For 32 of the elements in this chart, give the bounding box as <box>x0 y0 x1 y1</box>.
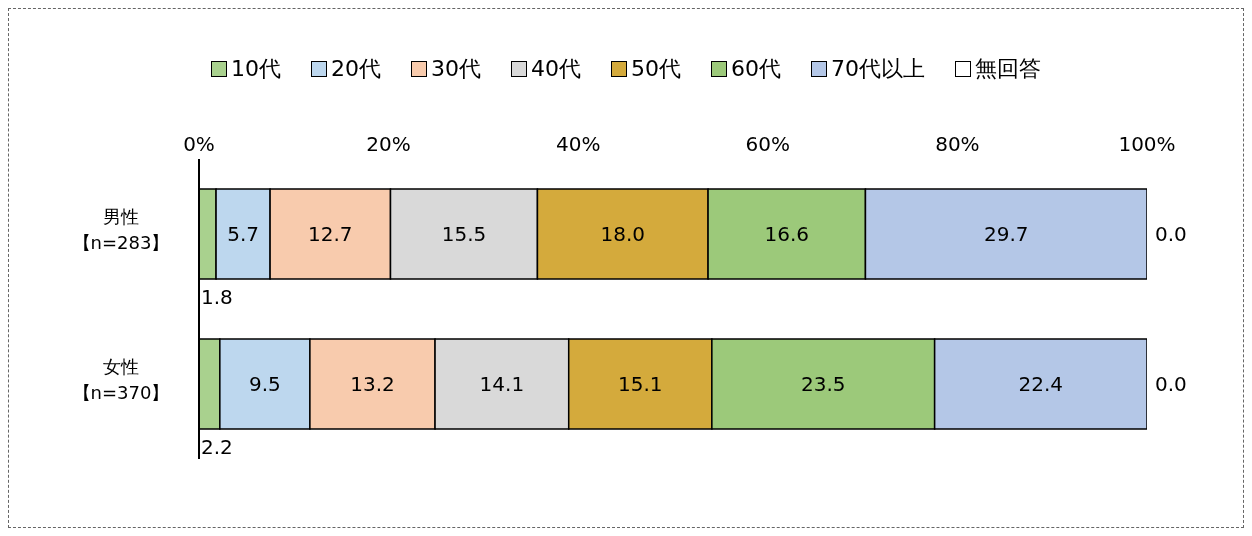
y-tick-label: 女性【n=370】 <box>71 355 171 405</box>
data-label: 14.1 <box>479 372 525 396</box>
data-label: 12.7 <box>308 222 353 246</box>
legend-label: 60代 <box>731 55 781 83</box>
data-label: 13.2 <box>350 372 395 396</box>
x-tick-label: 0% <box>183 132 215 156</box>
data-label: 29.7 <box>983 222 1029 246</box>
legend-label: 10代 <box>231 55 281 83</box>
x-tick-label: 60% <box>745 132 791 156</box>
data-label: 1.8 <box>201 285 233 309</box>
data-label: 9.5 <box>248 372 281 396</box>
data-label: 16.6 <box>764 222 810 246</box>
data-label: 2.2 <box>201 435 233 459</box>
data-label: 15.1 <box>618 372 663 396</box>
data-label: 22.4 <box>1018 372 1064 396</box>
legend-label: 40代 <box>531 55 581 83</box>
x-tick-label: 40% <box>555 132 601 156</box>
data-label: 5.7 <box>227 222 259 246</box>
data-label: 23.5 <box>800 372 846 396</box>
data-label: 0.0 <box>1155 222 1187 246</box>
data-label: 15.5 <box>441 222 487 246</box>
legend-label: 50代 <box>631 55 681 83</box>
legend-label: 20代 <box>331 55 381 83</box>
legend-label: 30代 <box>431 55 481 83</box>
x-tick-label: 100% <box>1118 132 1176 156</box>
data-label: 0.0 <box>1155 372 1187 396</box>
data-label: 18.0 <box>600 222 646 246</box>
legend-label: 70代以上 <box>831 55 925 83</box>
legend-label: 無回答 <box>975 55 1041 83</box>
x-tick-label: 20% <box>366 132 411 156</box>
y-tick-label: 男性【n=283】 <box>71 205 171 255</box>
x-tick-label: 80% <box>935 132 980 156</box>
